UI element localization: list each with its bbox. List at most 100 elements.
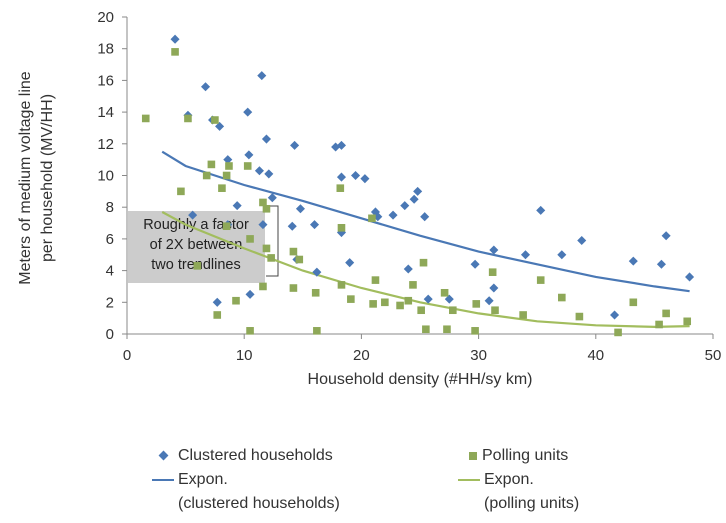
polling-point [347,295,355,303]
polling-point [295,255,304,264]
clustered-point [628,256,638,266]
polling-point [202,171,211,180]
polling-point [259,282,267,291]
annotation-line-1: Roughly a factor [143,217,249,233]
polling-point [289,284,298,292]
y-tick-label: 4 [106,263,114,280]
legend-label-line-2: (clustered households) [178,495,340,512]
clustered-point [420,212,430,222]
annotation-bracket [266,205,279,277]
x-tick-label: 50 [705,347,722,364]
polling-point [449,306,457,315]
polling-point [655,320,663,329]
blue-line-icon [152,479,174,481]
y-axis-label-line-2: per household (MV/HH) [39,94,56,262]
polling-point [337,224,346,232]
polling-point [558,293,566,302]
polling-point [211,116,219,124]
polling-point [213,311,222,319]
polling-point [368,214,376,223]
polling-point [381,298,389,307]
polling-point [662,309,670,318]
polling-point [629,298,638,307]
clustered-point [200,82,211,92]
x-axis-label: Household density (#HH/sy km) [308,371,533,388]
legend-label-line-1: Expon. [484,471,534,488]
polling-point [471,327,479,335]
polling-point [337,281,346,289]
polling-point [313,327,321,335]
polling-point [243,162,252,170]
clustered-point [261,134,271,144]
trendline-polling [161,211,690,329]
polling-point [259,198,267,207]
clustered-point [215,121,225,131]
polling-point [614,328,622,337]
y-tick-label: 18 [97,41,114,58]
y-tick-label: 2 [106,294,114,311]
polling-point [422,325,430,334]
clustered-point [258,220,268,230]
polling-point [491,306,499,315]
polling-point [371,276,380,284]
polling-point [683,317,692,326]
polling-point [171,48,179,56]
diamond-marker-icon [158,450,169,461]
square-marker-icon [469,452,477,460]
polling-point [246,327,254,335]
polling-point [184,114,192,123]
polling-point [417,306,425,315]
clustered-point [212,297,222,307]
x-tick-label: 30 [470,347,487,364]
legend-label-line-1: Expon. [178,471,228,488]
annotation-line-2: of 2X between [150,237,243,253]
polling-point [246,235,254,243]
polling-point [440,288,449,297]
polling-point [575,312,584,321]
x-tick-label: 20 [353,347,370,364]
polling-point [336,184,345,192]
clustered-point [309,220,320,230]
y-tick-label: 16 [97,72,114,89]
clustered-point [170,34,180,44]
polling-point [289,247,298,256]
polling-point [207,160,216,169]
clustered-point [243,107,253,117]
clustered-point [188,210,198,220]
y-tick-label: 14 [97,104,114,121]
y-tick-label: 0 [106,326,114,343]
y-axis-label-line-1: Meters of medium voltage line [17,71,34,285]
polling-point [409,281,417,289]
polling-point [369,300,377,308]
y-tick-label: 12 [97,136,114,153]
polling-point [177,187,185,196]
y-tick-label: 8 [106,199,114,216]
polling-point [232,296,240,305]
polling-point [222,171,231,180]
y-tick-label: 10 [97,168,114,185]
clustered-point [244,150,254,160]
clustered-point [360,174,370,184]
x-tick-label: 10 [236,347,253,364]
polling-point [193,262,202,270]
legend-label-line-2: (polling units) [484,495,580,512]
polling-point [404,296,413,305]
clustered-point [295,204,305,214]
polling-point [267,254,275,262]
polling-point [225,162,233,170]
clustered-point [245,289,255,299]
polling-point [262,204,271,213]
legend-label: Clustered households [178,447,333,464]
y-tick-label: 6 [106,231,114,248]
x-tick-label: 40 [587,347,604,364]
polling-point [222,222,231,231]
clustered-point [257,71,267,81]
polling-point [419,258,428,267]
polling-point [536,276,545,284]
y-tick-label: 20 [97,9,114,26]
polling-point [519,311,527,319]
scatter-chart: 0 2 4 6 8 10 12 14 16 18 20 0 10 20 30 40 50 Roughly a f… [17,9,722,388]
green-line-icon [458,479,480,481]
polling-point [443,325,451,334]
